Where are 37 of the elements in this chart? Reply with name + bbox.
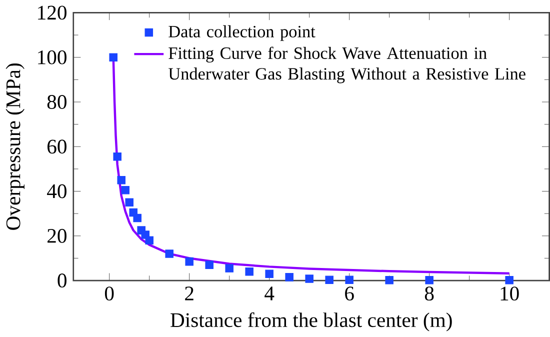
point bbox=[113, 152, 122, 161]
point bbox=[185, 257, 194, 266]
point bbox=[425, 276, 434, 284]
point bbox=[133, 214, 142, 222]
point bbox=[245, 267, 254, 276]
y-axis-title: Overpressure (MPa) bbox=[6, 63, 24, 230]
legend-label: Fitting Curve for Shock Wave Attenuation in Underwater Gas Blasting Without a Resistive Line bbox=[168, 46, 526, 84]
y-tick-label: 100 bbox=[38, 50, 66, 64]
point bbox=[205, 260, 214, 270]
point bbox=[225, 264, 234, 272]
x-tick-label: 2 bbox=[185, 286, 194, 300]
x-axis-title: Distance from the blast center (m) bbox=[170, 312, 452, 332]
x-tick-label: 10 bbox=[500, 286, 519, 301]
x-tick-label: 8 bbox=[424, 286, 434, 301]
y-tick-label: 20 bbox=[48, 228, 66, 243]
point bbox=[165, 250, 174, 258]
y-tick-label: 80 bbox=[47, 94, 66, 109]
point bbox=[265, 270, 274, 278]
point bbox=[325, 276, 334, 284]
point bbox=[305, 274, 314, 283]
point bbox=[117, 176, 126, 184]
y-tick-label: 0 bbox=[58, 274, 66, 288]
point bbox=[345, 276, 354, 284]
y-tick-label: 120 bbox=[38, 6, 66, 20]
point bbox=[145, 236, 154, 244]
point bbox=[505, 276, 514, 284]
x-tick-label: 6 bbox=[345, 286, 354, 300]
x-tick-label: 0 bbox=[104, 286, 114, 301]
point bbox=[109, 53, 118, 62]
point bbox=[385, 276, 394, 284]
point bbox=[125, 198, 134, 207]
point bbox=[121, 186, 130, 194]
x-tick-label: 4 bbox=[264, 286, 274, 300]
y-tick-label: 60 bbox=[48, 140, 66, 154]
y-tick-label: 40 bbox=[47, 184, 66, 198]
point bbox=[285, 273, 294, 282]
legend-label: Data collection point bbox=[168, 25, 316, 41]
